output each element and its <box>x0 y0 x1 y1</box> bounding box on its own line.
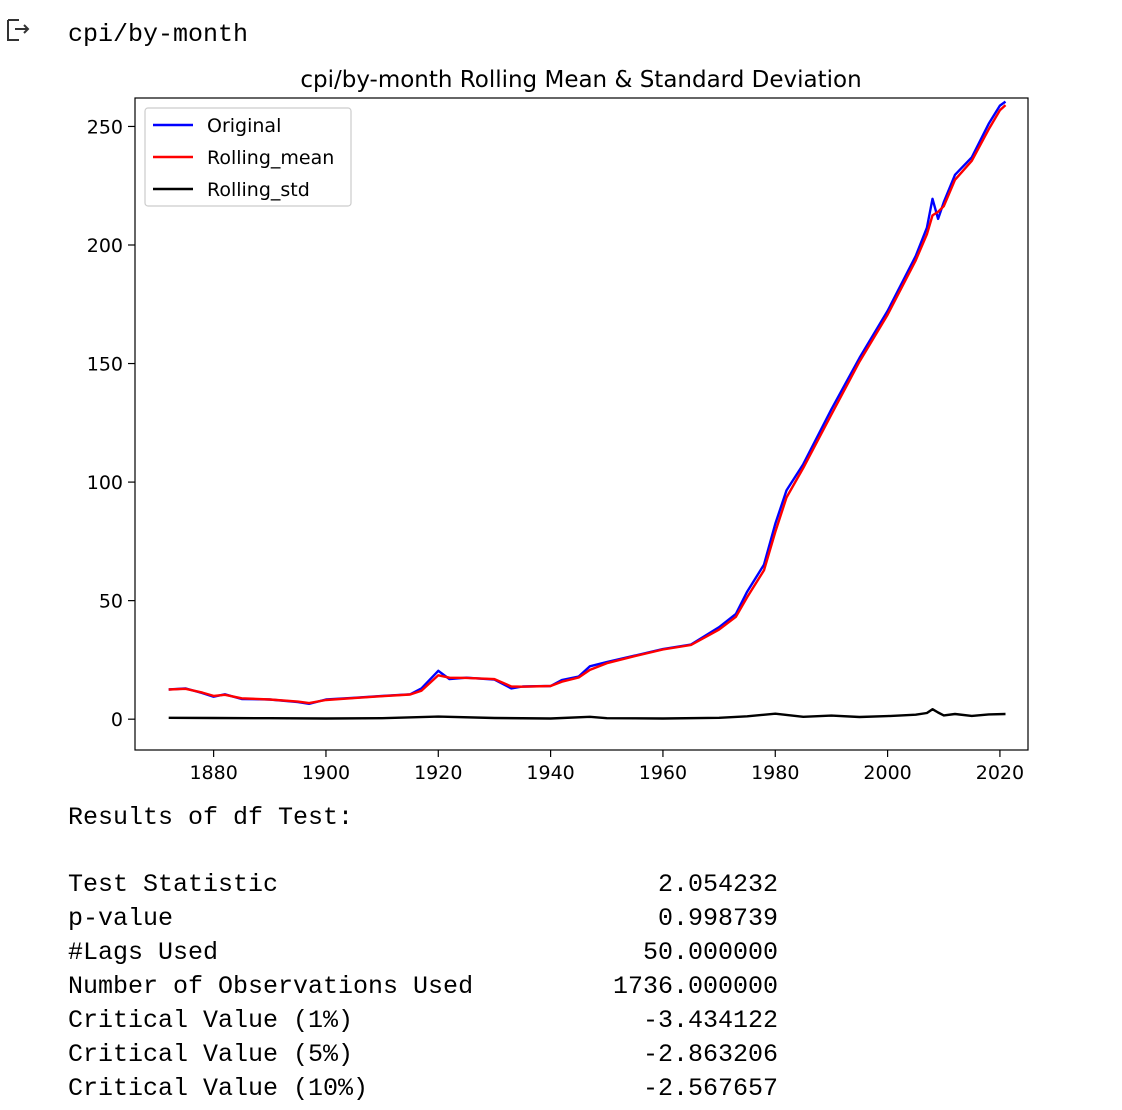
y-tick-label: 150 <box>87 354 123 376</box>
results-row-value: -3.434122 <box>642 1006 778 1035</box>
legend-label: Rolling_mean <box>207 147 334 169</box>
x-tick-label: 1940 <box>526 762 574 784</box>
series-line-rolling-mean <box>168 104 1007 705</box>
x-tick-label: 2000 <box>863 762 911 784</box>
results-row: Critical Value (5%) -2.863206 <box>68 1038 778 1072</box>
results-row-label: p-value <box>68 904 174 933</box>
results-row-label: Critical Value (10%) <box>68 1074 369 1103</box>
results-row-label: Test Statistic <box>68 870 279 899</box>
results-row: Critical Value (10%) -2.567657 <box>68 1072 778 1106</box>
cell-output-title: cpi/by-month <box>68 20 249 49</box>
legend-label: Rolling_std <box>207 179 310 201</box>
rolling-stats-chart: cpi/by-month Rolling Mean & Standard Dev… <box>87 67 1029 784</box>
plot-area <box>168 100 1007 720</box>
x-tick-label: 1980 <box>751 762 799 784</box>
x-tick-label: 2020 <box>976 762 1024 784</box>
results-row: #Lags Used 50.000000 <box>68 936 778 970</box>
series-line-rolling-std <box>168 708 1006 720</box>
results-row: Number of Observations Used 1736.000000 <box>68 970 778 1004</box>
df-test-results: Results of df Test: Test Statistic 2.0542… <box>68 801 778 1103</box>
results-table: Test Statistic 2.054232 p-value 0.998739 #La… <box>68 868 778 1106</box>
y-tick-label: 250 <box>87 116 123 138</box>
results-row-label: Critical Value (1%) <box>68 1006 354 1035</box>
legend-box <box>144 107 352 207</box>
legend: Original Rolling_mean Rolling_std <box>144 107 352 207</box>
results-row-label: #Lags Used <box>68 938 219 967</box>
results-row: Critical Value (1%) -3.434122 <box>68 1004 778 1038</box>
y-tick-label: 200 <box>87 235 123 257</box>
results-row-label: Number of Observations Used <box>68 972 474 1001</box>
axes: 1880 1900 1920 1940 1960 1980 2000 2020 0 50 100 15… <box>87 97 1029 784</box>
x-tick-label: 1880 <box>189 762 237 784</box>
y-tick-label: 0 <box>111 709 123 731</box>
results-row-label: Critical Value (5%) <box>68 1040 354 1069</box>
axes-frame <box>134 97 1029 751</box>
chart-title: cpi/by-month Rolling Mean & Standard Dev… <box>300 67 861 93</box>
results-row: p-value 0.998739 <box>68 902 778 936</box>
results-row-value: 2.054232 <box>657 870 778 899</box>
x-tick-label: 1900 <box>302 762 350 784</box>
results-row-value: 0.998739 <box>657 904 778 933</box>
results-row-value: -2.863206 <box>642 1040 778 1069</box>
results-row: Test Statistic 2.054232 <box>68 868 778 902</box>
output-arrow-icon <box>7 19 30 41</box>
y-tick-label: 50 <box>99 591 123 613</box>
y-tick-label: 100 <box>87 472 123 494</box>
results-row-value: 50.000000 <box>642 938 778 967</box>
x-tick-label: 1920 <box>414 762 462 784</box>
legend-label: Original <box>207 115 281 137</box>
results-title: Results of df Test: <box>68 803 354 832</box>
results-row-value: -2.567657 <box>642 1074 778 1103</box>
x-tick-label: 1960 <box>639 762 687 784</box>
results-row-value: 1736.000000 <box>612 972 778 1001</box>
